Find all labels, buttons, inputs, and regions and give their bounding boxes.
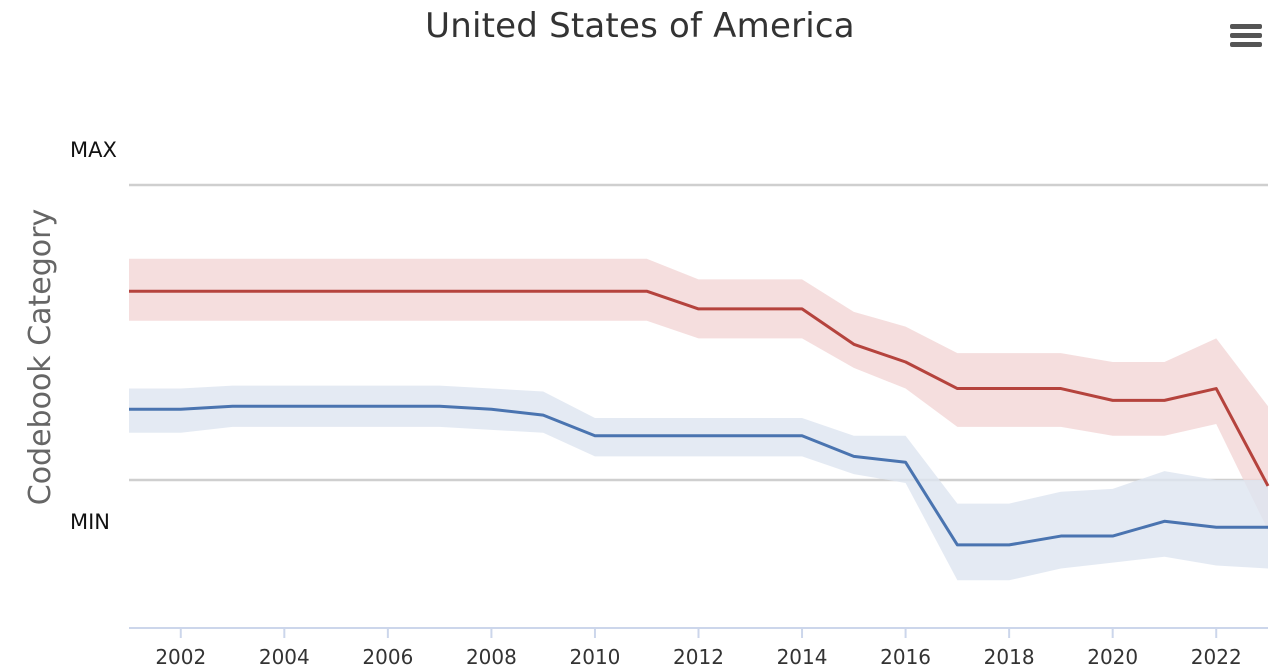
series-0-band: [129, 258, 1268, 531]
x-tick-label: 2020: [1087, 645, 1138, 669]
x-tick-label: 2010: [570, 645, 621, 669]
series-0-line: [129, 289, 1270, 487]
menu-icon[interactable]: [1222, 14, 1268, 58]
confidence-bands: [129, 258, 1268, 581]
x-tick-label: 2012: [673, 645, 724, 669]
y-axis-label: Codebook Category: [23, 209, 58, 506]
x-tick-label: 2008: [466, 645, 517, 669]
x-tick-label: 2006: [362, 645, 413, 669]
x-tick-label: 2022: [1191, 645, 1242, 669]
x-tick-label: 2014: [777, 645, 828, 669]
x-tick-label: 2002: [155, 645, 206, 669]
series-1-band: [129, 385, 1268, 581]
series-lines: [129, 289, 1270, 547]
x-tick-label: 2018: [984, 645, 1035, 669]
x-tick-label: 2004: [259, 645, 310, 669]
grid-layer: [129, 183, 1268, 482]
chart-title: United States of America: [425, 6, 855, 46]
series-1-line: [129, 404, 1268, 547]
y-category-max-label: MAX: [70, 138, 117, 162]
x-tick-label: 2016: [880, 645, 931, 669]
x-axis: 2002 2004 2006 2008 2010 2012 2014 2016 2018 2020…: [129, 627, 1268, 669]
axis-labels: Codebook Category MAX MIN: [23, 138, 117, 534]
y-category-min-label: MIN: [70, 510, 110, 534]
